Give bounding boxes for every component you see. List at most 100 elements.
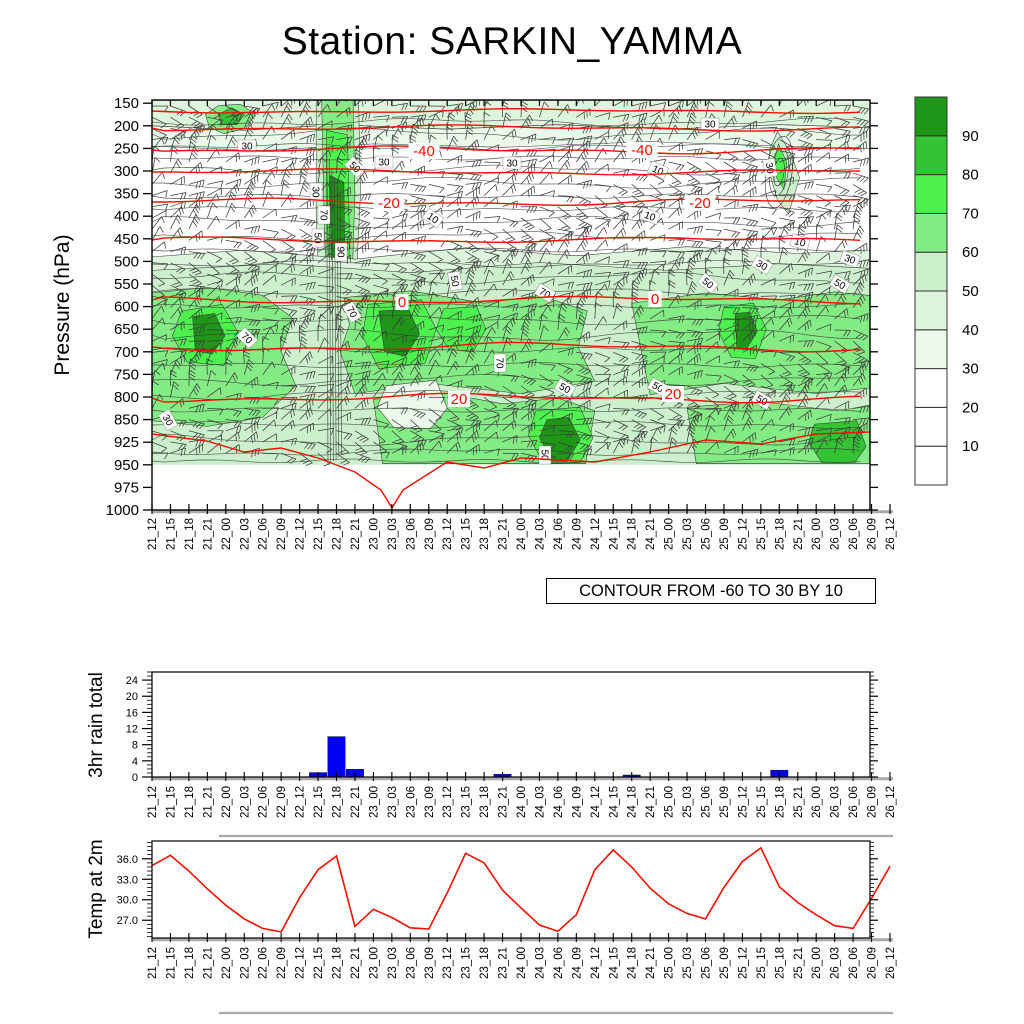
pressure-tick-label: 500: [114, 253, 139, 270]
pressure-tick-label: 300: [114, 163, 139, 180]
contour-caption: CONTOUR FROM -60 TO 30 BY 10: [546, 578, 876, 604]
isotherm-line: [152, 124, 861, 132]
pressure-tick-label: 700: [114, 344, 139, 361]
rain-bars: [309, 736, 789, 778]
rh-contour-label: 10: [639, 207, 661, 225]
rh-contour-label: 30: [374, 155, 394, 169]
time-tick-label: 24_15: [608, 786, 620, 818]
legend-value-label: 90: [962, 128, 979, 145]
svg-text:30: 30: [843, 253, 858, 267]
isotherm-label-group: -40 -40 -20 -20 0 0 20 20: [373, 142, 716, 408]
time-tick-label: 21_12: [147, 786, 159, 818]
rain-bar: [327, 736, 346, 778]
time-tick-label: 23_00: [368, 786, 380, 818]
legend-value-label: 60: [962, 244, 979, 261]
time-tick-label: 24_03: [534, 786, 546, 818]
temp-panel: 27.0 30.0 33.0 36.0 21_12 21_15 21_18 21_21 22_0…: [117, 840, 897, 1015]
time-tick-label: 24_00: [516, 786, 528, 818]
time-tick-label: 25_15: [756, 518, 768, 550]
time-tick-label: 22_21: [350, 786, 362, 818]
rh-contour-label: 30: [158, 409, 178, 431]
time-tick-label: 24_06: [553, 947, 565, 979]
time-tick-label: 23_15: [461, 947, 473, 979]
svg-text:30: 30: [241, 142, 253, 153]
pressure-tick-label: 850: [114, 412, 139, 429]
time-tick-label: 24_00: [516, 947, 528, 979]
time-tick-label: 22_21: [350, 518, 362, 550]
svg-text:50: 50: [312, 232, 323, 244]
time-tick-label: 21_12: [147, 518, 159, 550]
temp-tick-label: 33.0: [117, 874, 138, 886]
svg-text:50: 50: [832, 277, 848, 292]
svg-text:50: 50: [448, 275, 461, 288]
time-tick-label: 23_09: [424, 947, 436, 979]
time-tick-label: 22_03: [239, 518, 251, 550]
time-tick-label: 22_03: [239, 786, 251, 818]
legend-cell: [914, 212, 948, 253]
time-tick-label: 24_18: [627, 947, 639, 979]
time-tick-label: 25_15: [756, 786, 768, 818]
rh-contour-label: 10: [421, 207, 445, 229]
time-tick-label: 22_06: [258, 786, 270, 818]
time-tick-label: 22_09: [276, 947, 288, 979]
time-tick-label: 23_06: [405, 947, 417, 979]
legend-value-label: 40: [962, 322, 979, 339]
time-tick-label: 26_06: [848, 947, 860, 979]
time-tick-label: 25_06: [701, 518, 713, 550]
time-tick-label: 21_21: [202, 947, 214, 979]
svg-text:50: 50: [557, 381, 573, 396]
time-tick-label: 26_00: [811, 518, 823, 550]
isotherm-line-30: [152, 431, 870, 510]
time-tick-label: 25_00: [664, 786, 676, 818]
time-tick-label: 21_18: [184, 947, 196, 979]
time-tick-label: 23_09: [424, 786, 436, 818]
time-tick-label: 23_12: [442, 786, 454, 818]
time-tick-label: 26_00: [811, 786, 823, 818]
time-tick-label: 23_18: [479, 947, 491, 979]
rh-contour-label: 70: [494, 353, 507, 373]
isotherm-line: [152, 236, 861, 243]
legend-cell: [914, 329, 948, 370]
rh-contour-label: 30: [839, 250, 861, 268]
rh-contour-label: 50: [447, 270, 463, 292]
time-tick-label: 25_03: [682, 518, 694, 550]
svg-text:30: 30: [506, 159, 518, 170]
time-tick-label: 21_12: [147, 947, 159, 979]
temp-line: [151, 846, 891, 933]
pressure-tick-label: 800: [114, 389, 139, 406]
time-tick-label: 22_21: [350, 947, 362, 979]
rain-tick-label: 0: [132, 772, 138, 784]
time-tick-label: 21_15: [165, 786, 177, 818]
rain-tick-label: 8: [132, 740, 138, 752]
time-tick-label: 24_12: [590, 786, 602, 818]
wind-barbs: [152, 100, 870, 467]
time-tick-label: 26_09: [867, 786, 879, 818]
legend-value-label: 80: [962, 167, 979, 184]
svg-text:10: 10: [643, 210, 658, 224]
time-tick-label: 26_03: [830, 518, 842, 550]
rh-contour-label: 30: [502, 156, 522, 170]
time-tick-label: 24_06: [553, 518, 565, 550]
pressure-tick-label: 650: [114, 321, 139, 338]
time-tick-label: 23_06: [405, 518, 417, 550]
isotherm-line: [152, 392, 861, 404]
time-tick-label: 24_21: [645, 786, 657, 818]
legend-value-label: 30: [962, 361, 979, 378]
time-tick-label: 24_09: [571, 518, 583, 550]
temp-tick-label: 30.0: [117, 895, 138, 907]
rain-tick-label: 16: [126, 707, 138, 719]
rh-contour-label: 30: [751, 255, 773, 275]
time-tick-label: 23_21: [498, 947, 510, 979]
temperature-isotherms: [152, 107, 870, 510]
time-tick-label: 24_09: [571, 786, 583, 818]
time-tick-label: 23_12: [442, 947, 454, 979]
rh-contour-label: 50: [312, 228, 325, 248]
time-tick-label: 25_21: [793, 947, 805, 979]
legend-value-label: 70: [962, 205, 979, 222]
time-tick-label: 24_18: [627, 518, 639, 550]
pressure-time-axes: 1502002503003504004505005506006507007508…: [106, 95, 897, 550]
isotherm-label: 20: [665, 386, 682, 403]
time-tick-label: 26_09: [867, 947, 879, 979]
time-tick-label: 23_18: [479, 786, 491, 818]
